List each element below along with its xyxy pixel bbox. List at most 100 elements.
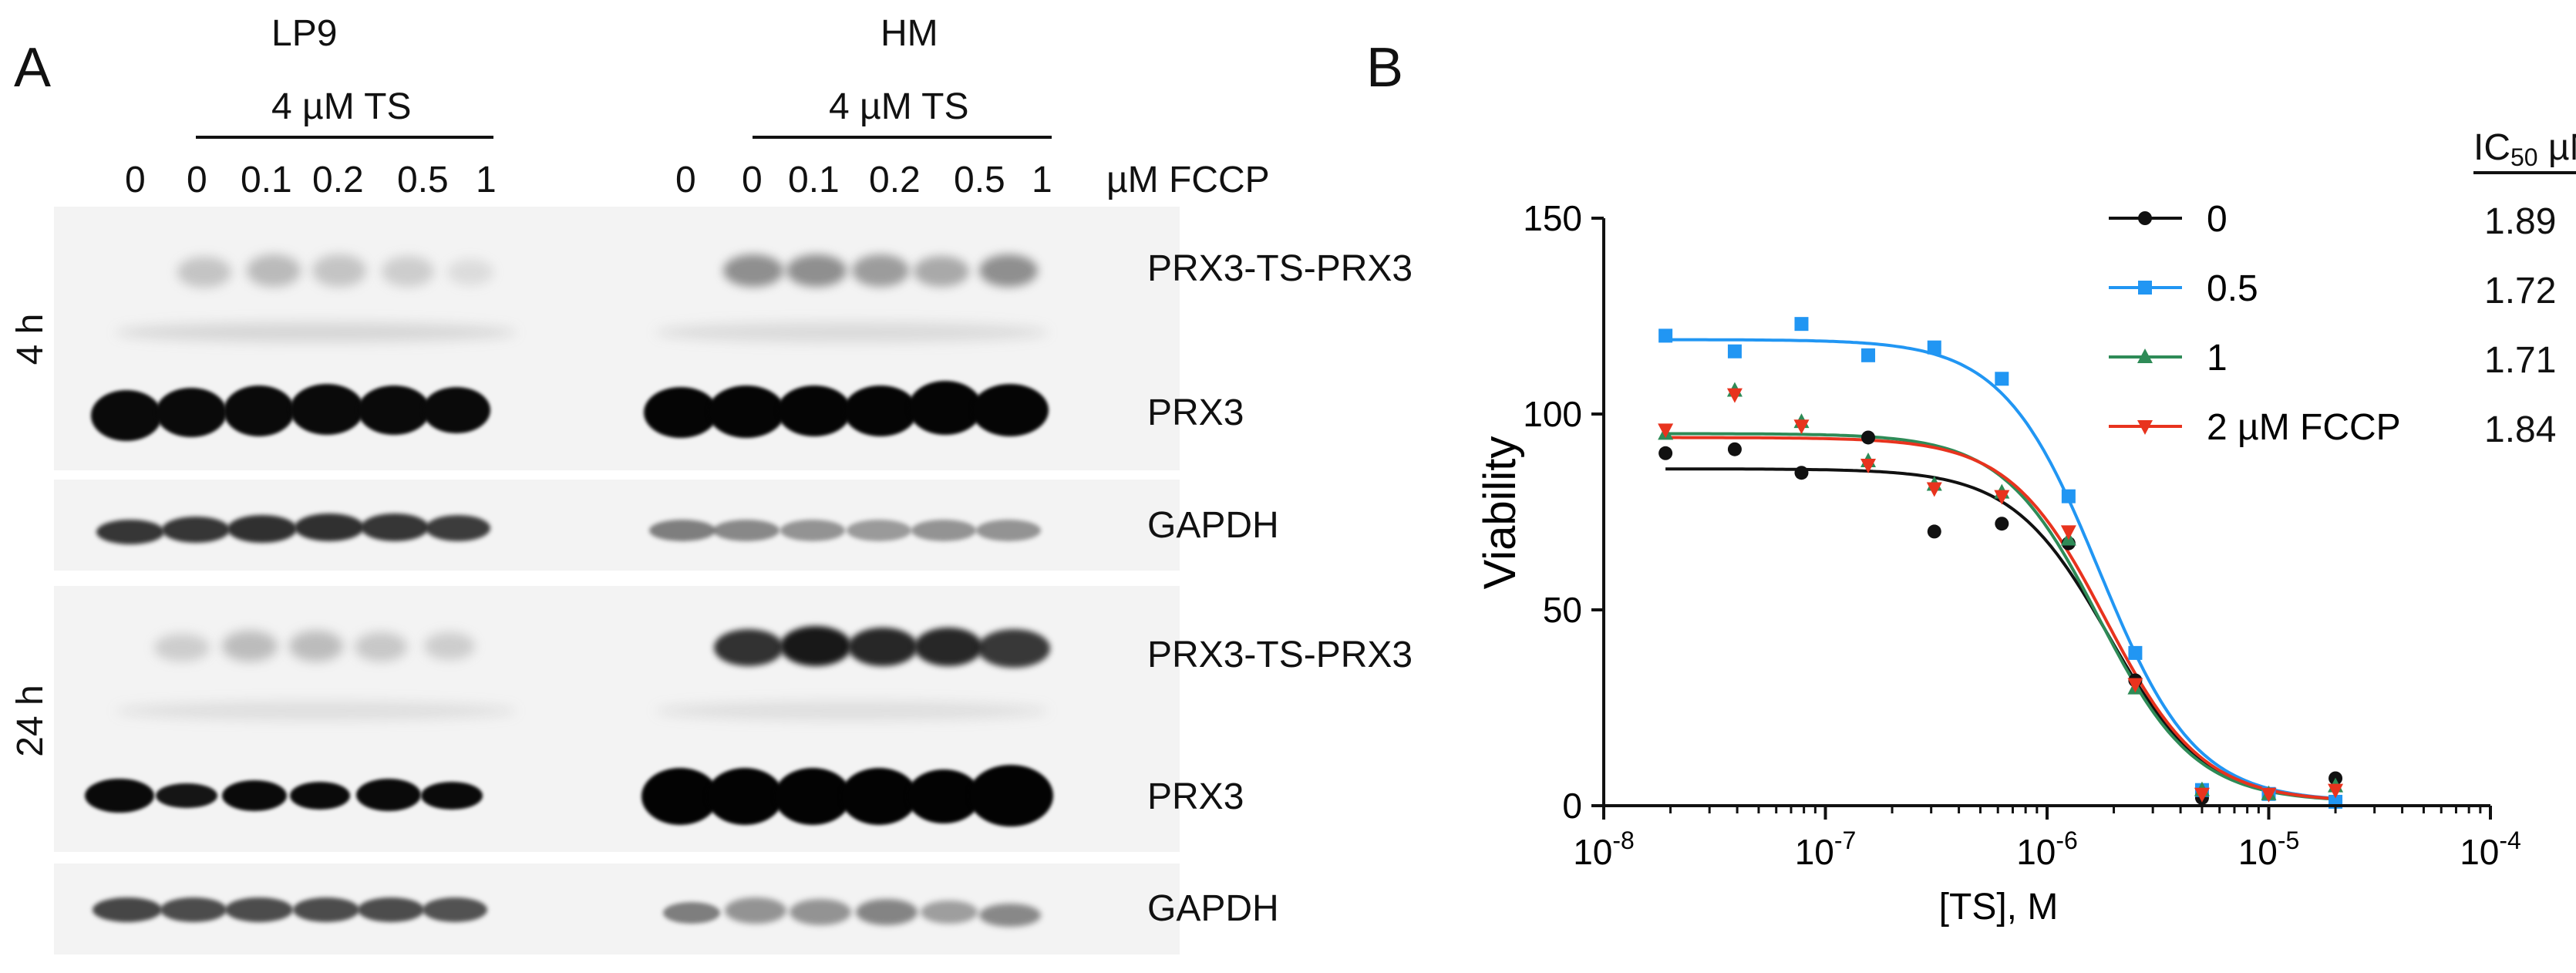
- x-tick-label: 10-4: [2460, 827, 2521, 872]
- band: [725, 897, 786, 924]
- ic50-value: 1.89: [2484, 201, 2557, 242]
- band: [840, 768, 918, 825]
- cell-line-label-hm: HM: [881, 13, 938, 54]
- band: [655, 322, 1049, 342]
- data-point: [2194, 787, 2210, 803]
- treatment-label-lp9: 4 µM TS: [271, 86, 412, 127]
- band: [295, 513, 364, 541]
- data-points: [1658, 317, 2344, 809]
- lane-label-lp9-2: 0: [187, 160, 207, 200]
- band: [978, 629, 1050, 668]
- blot-4h-gapdh: [54, 480, 1180, 571]
- legend-label: 2 µM FCCP: [2207, 407, 2401, 448]
- data-point: [1861, 348, 1876, 362]
- panel-a-letter: A: [14, 37, 52, 99]
- data-point: [1658, 446, 1673, 460]
- band: [708, 385, 785, 438]
- y-tick-label: 50: [1543, 590, 1582, 630]
- band: [222, 780, 287, 811]
- band: [423, 387, 490, 433]
- band: [162, 517, 230, 543]
- data-point: [2328, 777, 2344, 793]
- band: [971, 384, 1049, 436]
- data-point: [1793, 413, 1810, 429]
- ic50-header-sub: 50: [2510, 143, 2538, 171]
- band: [116, 702, 517, 720]
- band: [358, 897, 424, 922]
- treatment-bar-lp9: [196, 136, 493, 139]
- data-point: [1926, 482, 1942, 497]
- lane-label-lp9-3: 0.1: [241, 160, 292, 200]
- data-point: [2128, 673, 2143, 688]
- band: [96, 520, 164, 544]
- band: [649, 520, 716, 541]
- data-point: [1994, 490, 2010, 505]
- ic50-value: 1.71: [2484, 340, 2557, 381]
- band-label-dimer-4h: PRX3-TS-PRX3: [1147, 248, 1413, 289]
- data-point: [1994, 483, 2010, 499]
- band: [979, 254, 1038, 287]
- blot-4h-prx3: [54, 207, 1180, 470]
- data-point: [1726, 388, 1743, 403]
- x-axis-label: [TS], M: [1939, 887, 2059, 928]
- band: [790, 899, 851, 925]
- band: [355, 632, 407, 662]
- ic50-value: 1.84: [2484, 409, 2557, 450]
- band: [714, 629, 783, 666]
- data-point: [1726, 382, 1743, 397]
- band: [312, 254, 366, 287]
- band: [847, 520, 911, 541]
- y-tick-label: 150: [1523, 198, 1582, 238]
- lane-label-hm-5: 0.5: [954, 160, 1005, 200]
- band: [655, 702, 1049, 720]
- band: [423, 897, 487, 922]
- x-tick-label: 10-5: [2238, 827, 2300, 872]
- lane-label-hm-1: 0: [675, 160, 696, 200]
- band: [156, 388, 227, 437]
- band-label-gapdh-24h: GAPDH: [1147, 888, 1279, 929]
- data-point: [2060, 525, 2076, 540]
- band: [663, 902, 720, 924]
- band: [914, 256, 969, 287]
- band: [424, 632, 475, 660]
- band: [844, 385, 918, 436]
- data-point: [2261, 787, 2277, 803]
- legend-label: 0.5: [2207, 268, 2258, 309]
- band: [290, 384, 364, 435]
- data-point: [1658, 423, 1674, 439]
- lane-label-lp9-6: 1: [476, 160, 497, 200]
- ic50-value: 1.72: [2484, 271, 2557, 311]
- band: [852, 254, 909, 287]
- band: [93, 897, 162, 922]
- band: [774, 768, 851, 825]
- fit-curve: [1665, 338, 2336, 800]
- data-point: [1995, 372, 2009, 386]
- band: [976, 520, 1041, 541]
- legend-label: 1: [2207, 338, 2227, 379]
- band-label-gapdh-4h: GAPDH: [1147, 505, 1279, 546]
- band: [227, 515, 297, 543]
- x-tick-label: 10-6: [2016, 827, 2078, 872]
- treatment-bar-hm: [753, 136, 1052, 139]
- band: [116, 322, 517, 342]
- band: [222, 631, 278, 662]
- band: [780, 520, 845, 541]
- data-point: [2061, 536, 2076, 550]
- band: [289, 631, 343, 662]
- data-point: [2261, 786, 2276, 801]
- lane-label-hm-6: 1: [1032, 160, 1052, 200]
- data-point: [2329, 794, 2343, 809]
- band: [979, 904, 1041, 927]
- band: [91, 390, 162, 441]
- band: [706, 768, 783, 825]
- lane-label-lp9-1: 0: [125, 160, 146, 200]
- data-point: [1860, 452, 1877, 467]
- fccp-unit-label: µM FCCP: [1106, 160, 1270, 200]
- y-tick-label: 0: [1562, 786, 1582, 826]
- data-point: [1926, 476, 1942, 491]
- lane-label-hm-3: 0.1: [788, 160, 840, 200]
- data-point: [1794, 317, 1809, 332]
- data-point: [2060, 530, 2076, 546]
- lane-label-lp9-5: 0.5: [397, 160, 449, 200]
- band: [290, 782, 350, 810]
